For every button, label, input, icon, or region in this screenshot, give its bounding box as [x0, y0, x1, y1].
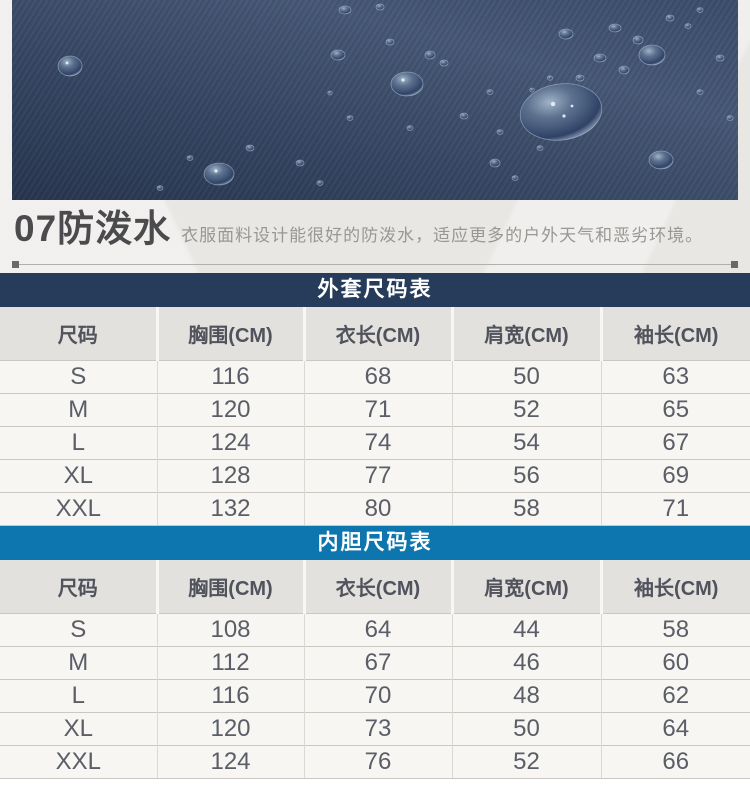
measurement-cell: 116	[156, 360, 304, 394]
table-row: XL 120 73 50 64	[0, 712, 750, 746]
table-row: XXL 132 80 58 71	[0, 492, 750, 526]
droplet-sparkles	[65, 61, 574, 173]
table-row: XL 128 77 56 69	[0, 459, 750, 493]
column-header: 袖长(CM)	[599, 307, 750, 361]
measurement-cell: 54	[451, 426, 601, 460]
measurement-cell: 48	[451, 679, 601, 713]
measurement-cell: 132	[156, 492, 304, 526]
table-row: L 116 70 48 62	[0, 679, 750, 713]
measurement-cell: 71	[303, 393, 452, 427]
table-row: M 112 67 46 60	[0, 646, 750, 680]
divider-line	[12, 261, 738, 268]
table-row: XXL 124 76 52 66	[0, 745, 750, 779]
measurement-cell: 67	[600, 426, 750, 460]
measurement-cell: 67	[303, 646, 452, 680]
size-label-cell: XXL	[0, 492, 157, 526]
measurement-cell: 74	[303, 426, 452, 460]
size-label-cell: L	[0, 426, 157, 460]
measurement-cell: 120	[156, 712, 304, 746]
column-header: 袖长(CM)	[599, 560, 750, 614]
measurement-cell: 116	[156, 679, 304, 713]
feature-section: 07防泼水 衣服面料设计能很好的防泼水，适应更多的户外天气和恶劣环境。	[0, 200, 750, 273]
measurement-cell: 65	[600, 393, 750, 427]
size-label-cell: S	[0, 613, 157, 647]
page-bottom-spacer	[0, 779, 750, 808]
table-row: S 108 64 44 58	[0, 613, 750, 647]
liner-size-table-section: 内胆尺码表 尺码 胸围(CM) 衣长(CM) 肩宽(CM) 袖长(CM) S 108 64 4…	[0, 526, 750, 779]
column-header: 尺码	[0, 560, 157, 614]
table-header-row: 尺码 胸围(CM) 衣长(CM) 肩宽(CM) 袖长(CM)	[0, 560, 750, 614]
waterproof-fabric-photo	[12, 0, 738, 200]
measurement-cell: 71	[600, 492, 750, 526]
measurement-cell: 62	[600, 679, 750, 713]
size-label-cell: L	[0, 679, 157, 713]
measurement-cell: 63	[600, 360, 750, 394]
liner-size-table: 尺码 胸围(CM) 衣长(CM) 肩宽(CM) 袖长(CM) S 108 64 44 58 M 11…	[0, 560, 750, 779]
column-header: 衣长(CM)	[302, 560, 452, 614]
size-label-cell: S	[0, 360, 157, 394]
measurement-cell: 50	[451, 360, 601, 394]
measurement-cell: 69	[600, 459, 750, 493]
column-header: 肩宽(CM)	[450, 560, 601, 614]
measurement-cell: 58	[451, 492, 601, 526]
table-row: S 116 68 50 63	[0, 360, 750, 394]
measurement-cell: 64	[303, 613, 452, 647]
measurement-cell: 56	[451, 459, 601, 493]
column-header: 胸围(CM)	[155, 307, 304, 361]
outer-size-table: 尺码 胸围(CM) 衣长(CM) 肩宽(CM) 袖长(CM) S 116 68 50 63 M 12…	[0, 307, 750, 526]
column-header: 肩宽(CM)	[450, 307, 601, 361]
table-row: L 124 74 54 67	[0, 426, 750, 460]
measurement-cell: 76	[303, 745, 452, 779]
measurement-cell: 120	[156, 393, 304, 427]
table-header-row: 尺码 胸围(CM) 衣长(CM) 肩宽(CM) 袖长(CM)	[0, 560, 750, 614]
measurement-cell: 128	[156, 459, 304, 493]
measurement-cell: 64	[600, 712, 750, 746]
measurement-cell: 80	[303, 492, 452, 526]
measurement-cell: 73	[303, 712, 452, 746]
measurement-cell: 68	[303, 360, 452, 394]
size-label-cell: M	[0, 393, 157, 427]
measurement-cell: 46	[451, 646, 601, 680]
size-table-title: 内胆尺码表	[0, 526, 750, 560]
measurement-cell: 60	[600, 646, 750, 680]
table-header-row: 尺码 胸围(CM) 衣长(CM) 肩宽(CM) 袖长(CM)	[0, 307, 750, 361]
feature-description: 衣服面料设计能很好的防泼水，适应更多的户外天气和恶劣环境。	[181, 226, 704, 245]
column-header: 胸围(CM)	[155, 560, 304, 614]
measurement-cell: 52	[451, 745, 601, 779]
column-header: 尺码	[0, 307, 157, 361]
table-header-row: 尺码 胸围(CM) 衣长(CM) 肩宽(CM) 袖长(CM)	[0, 307, 750, 361]
measurement-cell: 70	[303, 679, 452, 713]
measurement-cell: 66	[600, 745, 750, 779]
measurement-cell: 77	[303, 459, 452, 493]
table-row: M 120 71 52 65	[0, 393, 750, 427]
measurement-cell: 124	[156, 745, 304, 779]
water-droplets	[57, 3, 734, 191]
measurement-cell: 52	[451, 393, 601, 427]
size-label-cell: XXL	[0, 745, 157, 779]
size-label-cell: XL	[0, 712, 157, 746]
outer-size-table-section: 外套尺码表 尺码 胸围(CM) 衣长(CM) 肩宽(CM) 袖长(CM) S 116 68 5…	[0, 273, 750, 526]
measurement-cell: 108	[156, 613, 304, 647]
feature-title: 07防泼水	[14, 208, 172, 249]
measurement-cell: 124	[156, 426, 304, 460]
column-header: 衣长(CM)	[302, 307, 452, 361]
measurement-cell: 58	[600, 613, 750, 647]
measurement-cell: 44	[451, 613, 601, 647]
size-table-title: 外套尺码表	[0, 273, 750, 307]
measurement-cell: 112	[156, 646, 304, 680]
size-label-cell: XL	[0, 459, 157, 493]
water-droplets-image	[12, 0, 738, 200]
measurement-cell: 50	[451, 712, 601, 746]
size-label-cell: M	[0, 646, 157, 680]
